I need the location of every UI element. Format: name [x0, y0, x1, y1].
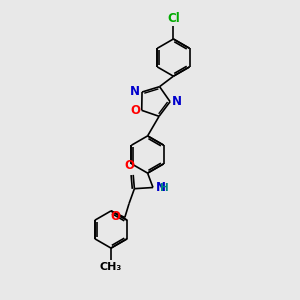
- Text: N: N: [130, 85, 140, 98]
- Text: Cl: Cl: [167, 12, 180, 25]
- Text: O: O: [111, 210, 121, 223]
- Text: O: O: [130, 104, 140, 117]
- Text: N: N: [172, 95, 182, 108]
- Text: CH₃: CH₃: [100, 262, 122, 272]
- Text: N: N: [155, 181, 165, 194]
- Text: O: O: [124, 159, 135, 172]
- Text: H: H: [160, 183, 168, 194]
